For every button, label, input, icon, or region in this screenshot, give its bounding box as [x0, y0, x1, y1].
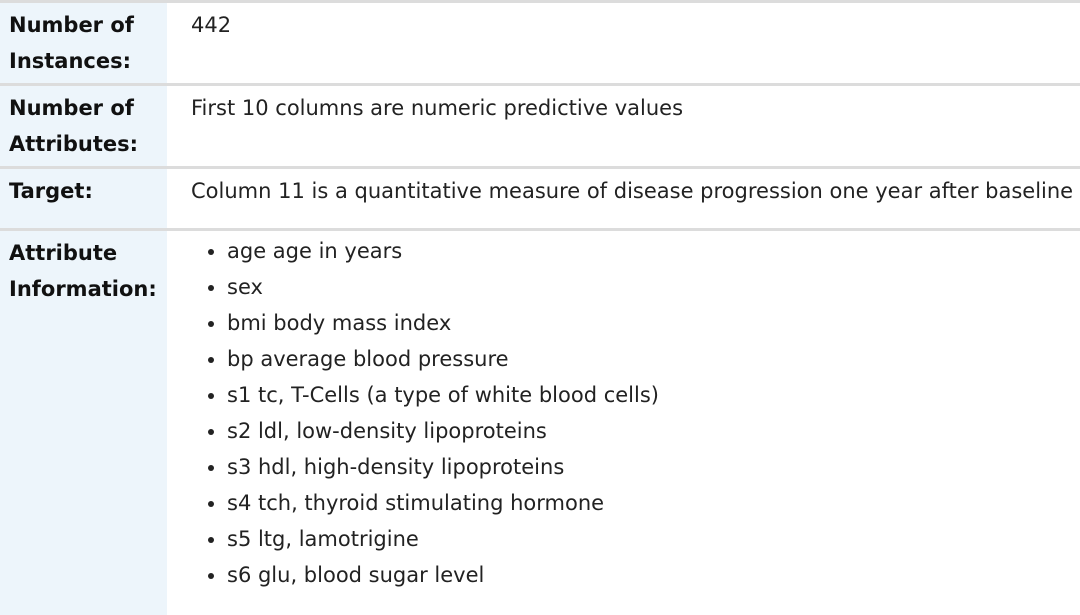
field-value-attribute-information: age age in years sex bmi body mass index…: [167, 230, 1080, 615]
field-label-target: Target:: [0, 167, 167, 230]
attribute-list: age age in years sex bmi body mass index…: [191, 233, 1080, 593]
attribute-list-item: s3 hdl, high-density lipoproteins: [227, 449, 1080, 485]
field-row-attributes: Number of Attributes: First 10 columns a…: [0, 84, 1080, 168]
attribute-list-item: sex: [227, 269, 1080, 305]
attribute-list-item: bp average blood pressure: [227, 341, 1080, 377]
field-value-target: Column 11 is a quantitative measure of d…: [191, 179, 1074, 203]
field-label-instances: Number of Instances:: [0, 1, 167, 85]
attribute-list-item: bmi body mass index: [227, 305, 1080, 341]
attribute-list-item: s2 ldl, low-density lipoproteins: [227, 413, 1080, 449]
field-row-instances: Number of Instances: 442: [0, 1, 1080, 85]
attribute-list-item: s1 tc, T-Cells (a type of white blood ce…: [227, 377, 1080, 413]
field-value-instances: 442: [191, 13, 232, 37]
field-row-target: Target: Column 11 is a quantitative meas…: [0, 167, 1080, 230]
attribute-list-item: s4 tch, thyroid stimulating hormone: [227, 485, 1080, 521]
field-label-attribute-information: Attribute Information:: [0, 229, 167, 615]
attribute-list-item: s6 glu, blood sugar level: [227, 557, 1080, 593]
attribute-list-item: age age in years: [227, 233, 1080, 269]
field-label-attributes: Number of Attributes:: [0, 84, 167, 168]
field-value-attributes: First 10 columns are numeric predictive …: [191, 96, 684, 120]
field-row-attribute-information: Attribute Information: age age in years …: [0, 229, 1080, 615]
attribute-list-item: s5 ltg, lamotrigine: [227, 521, 1080, 557]
